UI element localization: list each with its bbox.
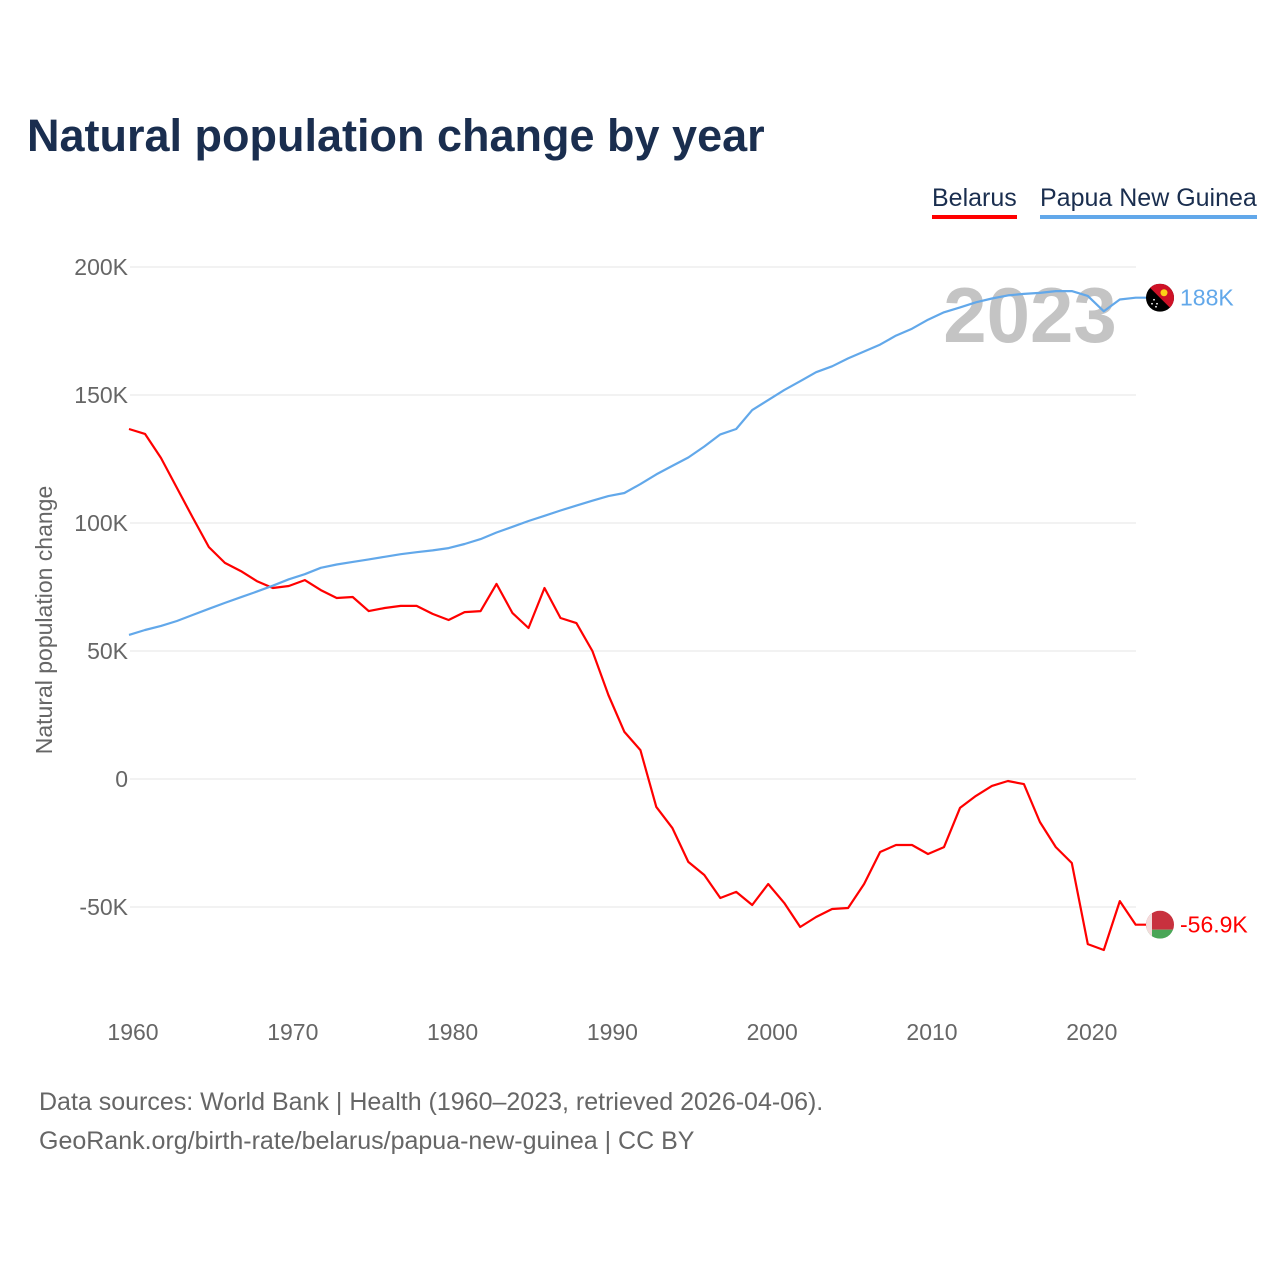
year-watermark: 2023: [943, 271, 1117, 359]
papua-new-guinea-flag-icon: [1146, 283, 1174, 312]
y-axis-label: Natural population change: [31, 486, 57, 755]
flag-shape: [1146, 283, 1174, 312]
x-tick-label: 2010: [906, 1019, 957, 1045]
x-tick-label: 1990: [587, 1019, 638, 1045]
flag-star: [1153, 298, 1155, 301]
chart-title: Natural population change by year: [27, 110, 765, 161]
flag-bird: [1160, 289, 1168, 297]
flag-red: [1146, 283, 1174, 312]
flag-shape: [1146, 910, 1174, 939]
legend-papua-new-guinea[interactable]: Papua New Guinea: [1040, 184, 1257, 219]
series-line-papua-new-guinea: [128, 290, 1148, 636]
end-value-label: 188K: [1180, 285, 1234, 311]
flag-ornament: [1146, 910, 1152, 939]
y-tick-label: 50K: [87, 638, 129, 664]
legend-belarus[interactable]: Belarus: [932, 184, 1017, 219]
flag-green-band: [1146, 929, 1174, 939]
x-tick-label: 2020: [1066, 1019, 1117, 1045]
series-line-belarus: [128, 427, 1148, 952]
end-value-label: -56.9K: [1180, 912, 1248, 938]
y-tick-label: 0: [115, 766, 128, 792]
x-tick-label: 1970: [267, 1019, 318, 1045]
belarus-flag-icon: [1146, 910, 1174, 939]
y-tick-label: -50K: [79, 894, 128, 920]
source-line-2[interactable]: GeoRank.org/birth-rate/belarus/papua-new…: [39, 1127, 695, 1155]
x-tick-label: 2000: [747, 1019, 798, 1045]
flag-star: [1156, 302, 1158, 305]
y-tick-label: 150K: [74, 382, 128, 408]
x-tick-label: 1980: [427, 1019, 478, 1045]
y-tick-label: 100K: [74, 510, 128, 536]
source-line-1: Data sources: World Bank | Health (1960–…: [39, 1088, 824, 1116]
flag-red-band: [1146, 910, 1174, 930]
x-tick-label: 1960: [107, 1019, 158, 1045]
flag-star: [1155, 305, 1157, 308]
y-tick-label: 200K: [74, 254, 128, 280]
flag-star: [1151, 302, 1153, 305]
